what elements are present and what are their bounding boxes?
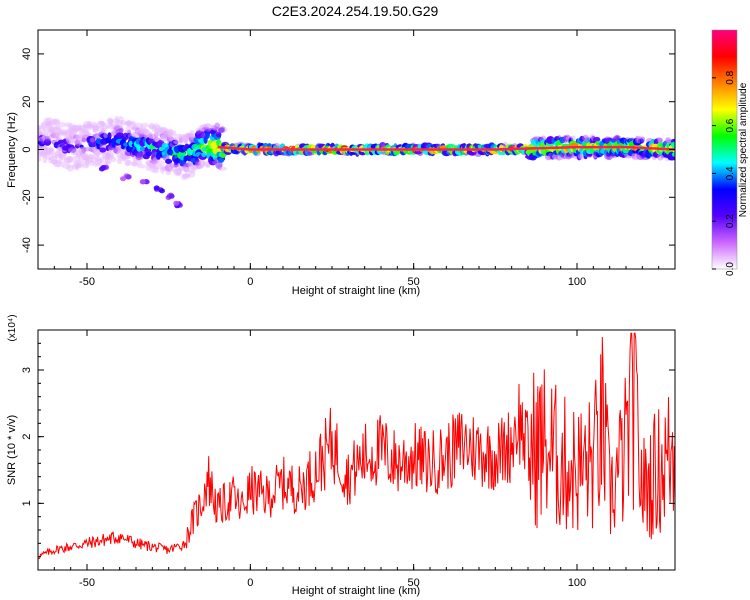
spectrogram-cell: [53, 119, 60, 125]
spectrogram-cell: [220, 152, 226, 158]
top-y-tick-label: -40: [21, 237, 33, 253]
spectrogram-cell: [194, 159, 201, 167]
top-y-tick-label: -20: [21, 189, 33, 205]
spectrogram-cell: [54, 133, 62, 142]
spectrogram-cell: [89, 137, 95, 143]
bottom-y-tick-label: 2: [21, 434, 33, 440]
spectrogram-branch-cell: [120, 176, 127, 182]
spectrogram-cell: [107, 132, 112, 140]
spectrogram-cell: [592, 137, 601, 142]
spectrogram-cell: [171, 130, 177, 136]
spectrogram-cell: [125, 160, 133, 166]
spectrogram-cell: [220, 126, 225, 133]
top-x-tick-label: 100: [568, 276, 586, 288]
spectrogram-cell: [570, 135, 576, 141]
spectrogram-cell: [214, 122, 221, 129]
spectrogram-cell: [670, 141, 675, 148]
chart-title: C2E3.2024.254.19.50.G29: [271, 3, 439, 19]
spectrogram-cell: [204, 123, 212, 129]
spectrogram-cell: [105, 160, 112, 165]
spectrogram-cell: [217, 157, 225, 163]
top-x-axis-label: Height of straight line (km): [292, 285, 420, 297]
spectrogram-cell: [43, 130, 48, 137]
spectrogram-cell: [82, 130, 90, 136]
spectrogram-cell: [205, 131, 210, 139]
spectrogram-branch-cell: [139, 179, 146, 185]
spectrogram-cell: [49, 146, 54, 152]
bottom-y-tick-label: 1: [21, 500, 33, 506]
spectrogram-panel: -50 0 50 100 -40 -20 0 20 40 Height of straight …: [6, 29, 676, 297]
top-x-tick-label: -50: [79, 276, 95, 288]
colorbar-tick-label: 0.0: [725, 262, 736, 276]
spectrogram-cell: [131, 161, 137, 166]
colorbar: 0.0 0.2 0.4 0.6 0.8 Normalized spectral ampl…: [711, 29, 749, 276]
bottom-x-tick-label: -50: [79, 577, 95, 589]
spectrogram-cell: [657, 137, 663, 144]
spectrogram-cell: [137, 164, 146, 169]
spectrogram-cell: [108, 119, 113, 125]
colorbar-frame: [711, 29, 738, 270]
spectrogram-cell: [118, 127, 124, 133]
spectrogram-cell: [99, 143, 108, 149]
spectrogram-cell: [218, 166, 227, 171]
spectrogram-cell: [97, 159, 102, 165]
spectrogram-cell: [100, 129, 107, 134]
spectrogram-cell: [201, 152, 207, 158]
top-y-tick-label: 40: [21, 48, 33, 60]
bottom-x-tick-label: 50: [408, 577, 420, 589]
bottom-x-tick-label: 100: [568, 577, 586, 589]
snr-line: [38, 332, 675, 560]
colorbar-tick-label: 0.2: [725, 214, 736, 228]
spectrogram-cell: [58, 122, 66, 128]
colorbar-tick-label: 0.8: [725, 70, 736, 84]
top-y-tick-label: 0: [21, 146, 33, 152]
spectrogram-cell: [158, 160, 165, 167]
spectrogram-cell: [181, 166, 191, 172]
top-x-tick-label: 50: [408, 276, 420, 288]
spectrogram-cell: [109, 156, 117, 163]
spectrogram-cell: [66, 155, 74, 162]
spectrogram-branch-cell: [153, 185, 160, 191]
bottom-y-axis-label: SNR (10 * v/v): [6, 415, 18, 485]
spectrogram-ridge: [217, 145, 675, 151]
spectrogram-cell: [38, 156, 42, 162]
spectrogram-branch-cell: [125, 174, 132, 180]
spectrogram-branch-cell: [173, 200, 180, 206]
top-x-tick-label: 0: [247, 276, 253, 288]
spectrogram-cell: [99, 147, 107, 153]
spectrogram-cell: [272, 142, 281, 150]
spectrogram-branch-cell: [168, 193, 175, 199]
spectrogram-cell: [145, 151, 153, 157]
bottom-y-tick-label: 3: [21, 367, 33, 373]
spectrogram-cell: [103, 132, 109, 139]
spectrogram-cell: [135, 153, 144, 161]
spectrogram-cell: [540, 142, 546, 148]
snr-panel: -50 0 50 100 1 2 3 Height of straight line (km…: [6, 314, 676, 597]
spectrogram-cell: [140, 122, 149, 128]
spectrogram-cell: [175, 171, 182, 176]
colorbar-gradient: [712, 30, 737, 269]
spectrogram-branch-cell: [159, 188, 165, 194]
spectrogram-branch-cell: [100, 165, 107, 170]
top-y-axis-label: Frequency (Hz): [6, 112, 18, 188]
spectrogram-cell: [206, 164, 211, 169]
colorbar-tick-label: 0.4: [725, 166, 736, 180]
colorbar-label: Normalized spectral amplitude: [738, 82, 749, 217]
bottom-x-tick-label: 0: [247, 577, 253, 589]
spectrogram-cell: [640, 136, 646, 143]
y-scale-factor: (x10⁴): [7, 314, 18, 341]
spectrogram-cell: [165, 158, 173, 165]
spectrogram-cell: [57, 152, 67, 159]
colorbar-tick-label: 0.6: [725, 118, 736, 132]
bottom-x-axis-label: Height of straight line (km): [292, 585, 420, 597]
top-y-tick-label: 20: [21, 96, 33, 108]
spectrogram-cell: [93, 148, 100, 157]
